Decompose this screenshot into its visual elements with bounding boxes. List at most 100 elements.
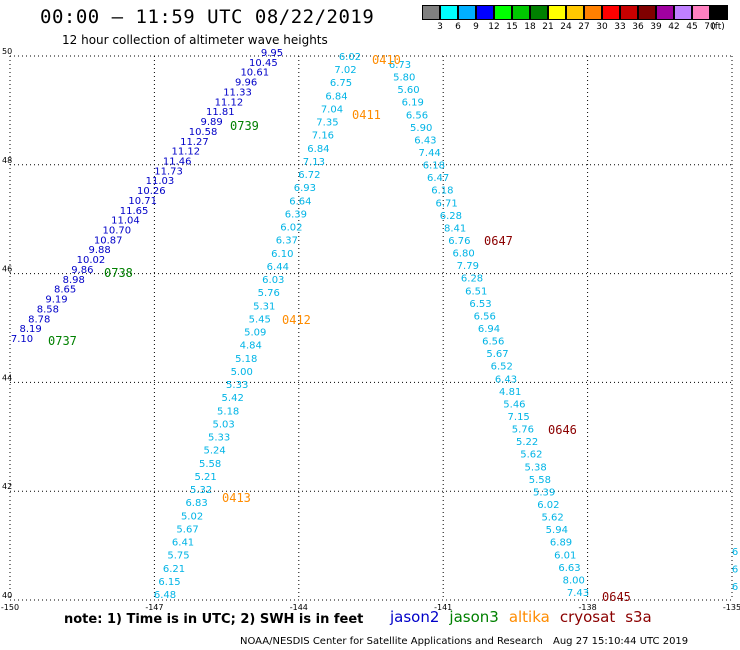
wave-height-value: 6.84 [307,144,329,155]
wave-height-value: 5.38 [524,462,546,473]
wave-height-value: 6.43 [414,135,436,146]
wave-height-value: 5.02 [181,511,203,522]
pass-time-label: 0413 [222,491,251,505]
wave-height-value: 5.18 [217,406,239,417]
wave-height-value: 8.58 [37,304,59,315]
wave-height-value: 6.10 [271,249,293,260]
wave-height-value: 7.02 [334,65,356,76]
wave-height-value: 10.71 [128,196,157,207]
wave-height-value: 6.63 [558,563,580,574]
wave-height-value: 8.00 [563,575,585,586]
colorbar-units: (ft) [711,22,725,32]
wave-height-value: 8.19 [19,324,41,335]
track-jason2-west: 9.9510.4510.619.9611.3311.1211.819.8910.… [11,48,283,345]
wave-height-value: 11.73 [154,166,183,177]
wave-height-value: 8.41 [444,223,466,234]
page-subtitle: 12 hour collection of altimeter wave hei… [62,33,328,47]
wave-height-value: 9.19 [45,295,67,306]
pass-time-label: 0647 [484,234,513,248]
colorbar-label: 39 [650,22,662,32]
wave-height-value: 6.83 [185,498,207,509]
wave-height-value: 6.19 [402,98,424,109]
wave-height-value: 6.18 [423,161,445,172]
wave-height-value: 7.35 [316,118,338,129]
wave-height-value: 6.39 [285,209,307,220]
wave-height-value: 7.43 [567,588,589,599]
wave-height-value: 7.10 [11,334,33,345]
wave-height-value: 11.12 [171,147,200,158]
colorbar-label: 27 [578,22,590,32]
wave-height-value: 6.56 [482,337,504,348]
wave-height-value: 5.18 [235,354,257,365]
pass-time-label: 0646 [548,423,577,437]
wave-height-value: 11.65 [120,206,149,217]
footer-note: note: 1) Time is in UTC; 2) SWH is in fe… [64,612,364,627]
wave-height-value: 10.02 [77,255,106,266]
wave-height-value: 6.15 [158,577,180,588]
wave-height-value: 6.94 [478,324,500,335]
wave-height-value: 5.21 [194,472,216,483]
wave-height-value: 5.80 [393,73,415,84]
wave-height-value: 5.94 [546,525,568,536]
wave-height-value: 6.28 [461,274,483,285]
longitude-tick-label: -141 [434,603,452,612]
track-edge-east: 6 6 6 [732,547,738,593]
colorbar-swatch [548,5,566,20]
wave-height-value: 6.93 [294,183,316,194]
wave-height-value: 6.43 [495,374,517,385]
latitude-tick-label: 48 [2,156,12,165]
colorbar-swatch [602,5,620,20]
track-cryosat-0645-0647: 6.735.805.606.196.565.906.437.446.186.47… [389,60,589,599]
credit-line: NOAA/NESDIS Center for Satellite Applica… [240,636,543,647]
wave-height-value: 5.60 [397,85,419,96]
wave-height-value: 7.15 [508,412,530,423]
wave-height-value: 6.53 [469,299,491,310]
colorbar-label: 15 [506,22,518,32]
colorbar-swatch [710,5,728,20]
longitude-tick-label: -147 [145,603,163,612]
wave-height-value: 5.90 [410,123,432,134]
pass-time-label: 0412 [282,313,311,327]
wave-height-value: 6.21 [163,564,185,575]
wave-height-value: 5.75 [167,551,189,562]
wave-height-value: 9.95 [261,48,283,59]
legend-jason2: jason2 [390,608,440,626]
wave-height-value: 5.24 [204,446,226,457]
wave-height-value: 6.37 [276,236,298,247]
wave-height-value: 6.02 [537,500,559,511]
axis-tick-labels: -150 -147 -144 -141 -138 -135 40 42 44 46 48 50 [1,47,740,612]
wave-height-value: 6.84 [325,91,347,102]
pass-time-label: 0737 [48,334,77,348]
wave-height-value: 7.44 [419,148,441,159]
wave-height-value: 10.70 [103,226,132,237]
colorbar-swatch [566,5,584,20]
latitude-tick-label: 40 [2,591,12,600]
wave-height-value: 5.62 [520,450,542,461]
wave-height-value: 6.41 [172,538,194,549]
wave-height-value: 6 [732,582,738,593]
wave-height-value: 10.45 [249,58,278,69]
latitude-tick-label: 44 [2,373,12,382]
colorbar-label: 30 [596,22,608,32]
legend-altika: altika [508,608,550,626]
pass-time-label: 0738 [104,266,133,280]
pass-time-label: 0411 [352,108,381,122]
wave-height-value: 6.02 [280,223,302,234]
colorbar-label: 21 [542,22,554,32]
colorbar-swatch [584,5,602,20]
longitude-tick-label: -150 [1,603,19,612]
pass-time-labels: 0739 0738 0737 0410 0411 0412 0413 0647 0646 0645 [48,53,631,604]
wave-height-value: 7.13 [303,157,325,168]
wave-height-value: 6.76 [448,236,470,247]
colorbar-label: 12 [488,22,500,32]
wave-height-value: 7.79 [457,261,479,272]
colorbar-label: 18 [524,22,536,32]
colorbar-label: 3 [437,22,443,32]
wave-height-value: 10.26 [137,186,166,197]
wave-height-value: 5.33 [208,433,230,444]
colorbar-label: 70 [704,22,716,32]
colorbar-swatch [674,5,692,20]
generation-timestamp: Aug 27 15:10:44 UTC 2019 [553,636,689,647]
wave-height-value: 6.71 [435,198,457,209]
wave-height-value: 6.64 [289,196,311,207]
